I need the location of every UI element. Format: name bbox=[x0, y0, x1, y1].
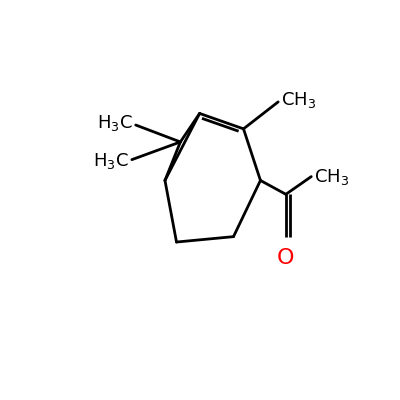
Text: CH$_3$: CH$_3$ bbox=[314, 166, 350, 186]
Text: O: O bbox=[277, 248, 294, 268]
Text: H$_3$C: H$_3$C bbox=[97, 114, 133, 134]
Text: H$_3$C: H$_3$C bbox=[93, 151, 129, 171]
Text: CH$_3$: CH$_3$ bbox=[281, 90, 316, 110]
